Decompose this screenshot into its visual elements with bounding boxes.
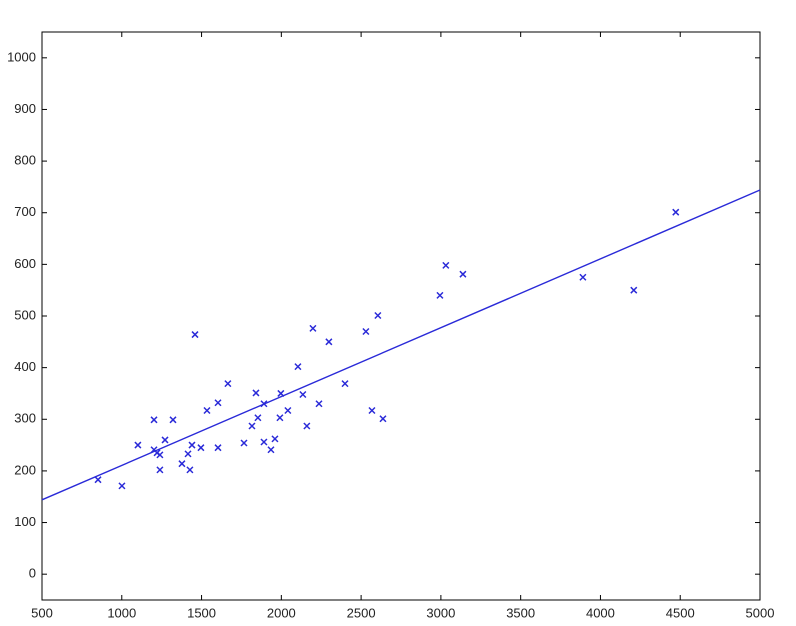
point — [442, 261, 450, 269]
point — [191, 331, 199, 339]
point — [188, 441, 196, 449]
x-tick-label: 3000 — [426, 605, 455, 620]
x-tick-label: 3500 — [506, 605, 535, 620]
y-tick-label: 400 — [14, 359, 36, 374]
point — [94, 476, 102, 484]
point — [315, 400, 323, 408]
x-tick-label: 2000 — [267, 605, 296, 620]
point — [303, 422, 311, 430]
point — [630, 286, 638, 294]
point — [197, 444, 205, 452]
point — [341, 380, 349, 388]
point — [260, 438, 268, 446]
point — [277, 389, 285, 397]
point — [156, 466, 164, 474]
point — [267, 446, 275, 454]
x-tick-label: 4500 — [666, 605, 695, 620]
point — [184, 450, 192, 458]
point — [186, 466, 194, 474]
point — [284, 406, 292, 415]
point — [299, 390, 307, 399]
x-tick-label: 5000 — [746, 605, 775, 620]
point — [214, 444, 222, 452]
y-tick-label: 100 — [14, 514, 36, 529]
y-tick-label: 700 — [14, 204, 36, 219]
x-tick-label: 2500 — [347, 605, 376, 620]
point — [118, 482, 126, 490]
point — [252, 389, 260, 397]
y-tick-label: 500 — [14, 307, 36, 322]
y-tick-label: 800 — [14, 153, 36, 168]
y-tick-label: 1000 — [7, 49, 36, 64]
y-tick-label: 0 — [29, 566, 36, 581]
point — [579, 273, 587, 281]
point — [134, 441, 142, 449]
y-tick-label: 900 — [14, 101, 36, 116]
point — [368, 406, 376, 415]
point — [254, 414, 262, 422]
x-tick-label: 1000 — [107, 605, 136, 620]
plot-frame — [41, 31, 761, 601]
point — [169, 416, 177, 424]
point — [260, 400, 268, 408]
point — [459, 270, 467, 278]
point — [294, 363, 302, 371]
y-tick-label: 200 — [14, 462, 36, 477]
y-tick-label: 600 — [14, 256, 36, 271]
point — [248, 422, 256, 430]
point — [672, 208, 680, 216]
point — [362, 327, 370, 336]
point — [271, 435, 279, 443]
fit-line — [41, 189, 761, 501]
x-tick-label: 4000 — [586, 605, 615, 620]
point — [276, 414, 284, 422]
point — [325, 338, 333, 346]
point — [214, 399, 222, 407]
y-tick-label: 300 — [14, 411, 36, 426]
x-tick-label: 1500 — [187, 605, 216, 620]
point — [240, 439, 248, 447]
point — [379, 415, 387, 423]
point — [309, 324, 317, 332]
point — [150, 416, 158, 424]
point — [161, 436, 169, 444]
point — [374, 311, 382, 320]
x-tick-label: 500 — [31, 605, 53, 620]
point — [178, 460, 186, 468]
point — [224, 380, 232, 388]
point — [436, 291, 444, 299]
point — [203, 406, 211, 415]
point — [153, 449, 161, 457]
